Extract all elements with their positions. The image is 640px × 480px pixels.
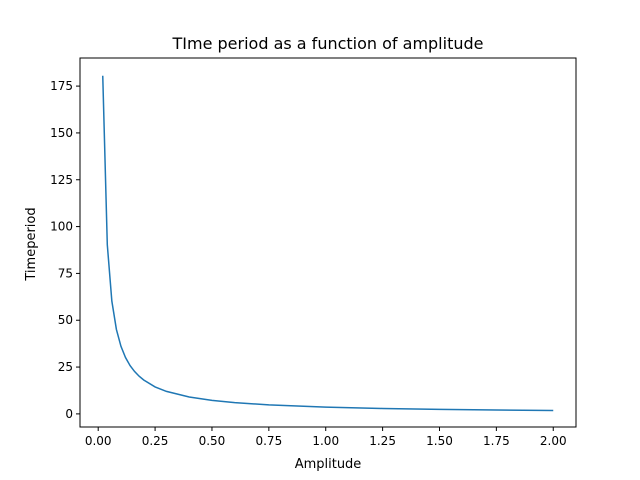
y-axis-ticks: 0 25 50 75 100 125 150 175	[50, 79, 80, 421]
y-tick-label: 75	[58, 266, 73, 280]
y-axis-label: Timeperiod	[24, 207, 39, 281]
y-tick-label: 175	[50, 79, 73, 93]
x-tick-label: 0.50	[199, 434, 226, 448]
x-tick-label: 2.00	[540, 434, 567, 448]
y-tick-label: 100	[50, 220, 73, 234]
y-tick-label: 150	[50, 126, 73, 140]
x-tick-label: 0.00	[85, 434, 112, 448]
x-tick-label: 1.25	[369, 434, 396, 448]
y-tick-label: 125	[50, 173, 73, 187]
x-tick-label: 1.50	[426, 434, 453, 448]
y-tick-label: 25	[58, 360, 73, 374]
plot-area	[79, 57, 577, 428]
x-axis-label: Amplitude	[295, 457, 362, 472]
x-tick-label: 1.75	[483, 434, 510, 448]
axes-frame	[79, 57, 577, 428]
x-tick-label: 0.75	[255, 434, 282, 448]
y-tick-label: 0	[65, 407, 73, 421]
x-axis-ticks: 0.00 0.25 0.50 0.75 1.00 1.25 1.50 1.75 2.00	[85, 427, 567, 448]
series-line-0	[102, 75, 554, 412]
x-tick-label: 1.00	[312, 434, 339, 448]
y-tick-label: 50	[58, 313, 73, 327]
chart-title: TIme period as a function of amplitude	[172, 34, 484, 53]
x-tick-label: 0.25	[142, 434, 169, 448]
